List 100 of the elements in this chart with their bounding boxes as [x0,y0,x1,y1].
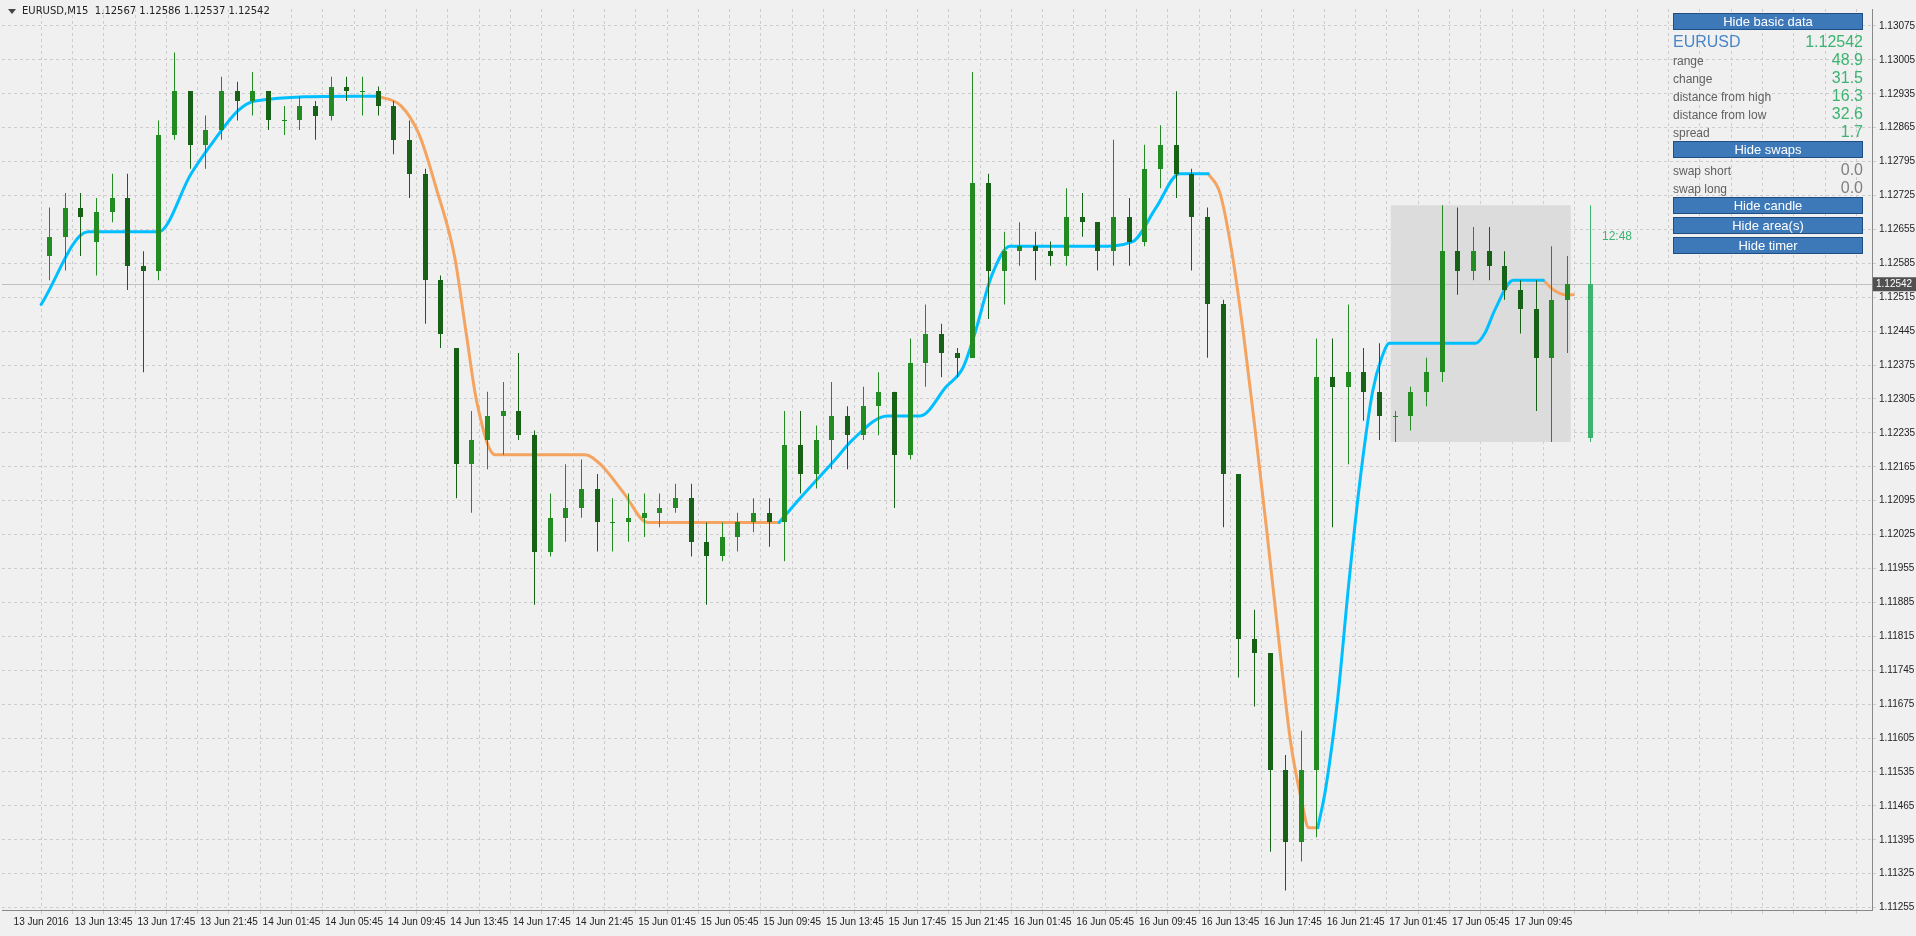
y-tick-label: 1.13075 [1879,19,1916,31]
y-tick-label: 1.12655 [1879,223,1916,235]
x-tick-label: 17 Jun 01:45 [1389,915,1448,927]
annotation: 12:48 [1602,229,1633,244]
y-tick-label: 1.11465 [1879,799,1915,811]
candlestick [563,464,568,542]
candlestick [125,173,130,290]
candlestick [532,430,537,605]
candlestick [1002,231,1007,305]
candlestick [939,323,944,378]
x-tick-label: 14 Jun 21:45 [575,915,634,927]
annotation: 1.12542 [1805,33,1863,51]
annotation: swap long [1673,182,1728,196]
x-tick-label: 15 Jun 13:45 [825,915,885,927]
candlestick [282,105,287,135]
candlestick [548,493,553,557]
candlestick [219,76,224,140]
annotation: 0.0 [1840,161,1863,179]
y-tick-label: 1.11605 [1879,731,1915,743]
candlestick [861,386,866,441]
x-tick-label: 15 Jun 17:45 [888,915,947,927]
x-tick-label: 16 Jun 01:45 [1013,915,1072,927]
candlestick [1142,144,1147,247]
y-tick-label: 1.12095 [1879,494,1916,506]
candlestick [610,498,615,552]
candlestick [657,493,662,528]
x-tick-label: 14 Jun 01:45 [262,915,321,927]
annotation: swap short [1673,164,1732,178]
candlestick [188,91,193,169]
x-tick-label: 15 Jun 09:45 [763,915,822,927]
candlestick [1565,256,1570,353]
x-tick-label: 17 Jun 09:45 [1514,915,1573,927]
candlestick [1588,205,1593,443]
y-tick-label: 1.12165 [1879,460,1916,472]
x-tick-label: 15 Jun 21:45 [951,915,1010,927]
annotation: 48.9 [1831,51,1863,69]
candlestick [1017,222,1022,266]
x-tick-label: 14 Jun 13:45 [450,915,509,927]
annotation: Hide candle [1673,197,1863,214]
candlestick [501,382,506,455]
x-tick-label: 13 Jun 13:45 [74,915,134,927]
annotation: Hide area(s) [1673,217,1863,234]
candlestick [1095,222,1100,271]
candlestick [782,411,787,562]
candlestick [1283,754,1288,891]
candlestick [1487,226,1492,281]
x-tick-label: 16 Jun 05:45 [1076,915,1135,927]
x-tick-label: 16 Jun 21:45 [1326,915,1385,927]
y-tick-label: 1.12515 [1879,290,1916,302]
annotation: change [1673,72,1713,86]
y-tick-label: 1.12445 [1879,324,1916,336]
chart-title: EURUSD,M15 1.12567 1.12586 1.12537 1.12542 [22,5,270,16]
annotation: 31.5 [1831,69,1863,87]
candlestick [78,193,83,257]
candlestick [63,193,68,271]
y-tick-label: 1.12725 [1879,189,1916,201]
candlestick [720,522,725,562]
candlestick [1361,348,1366,421]
candlestick [47,207,52,281]
annotation: distance from high [1673,90,1772,104]
annotation: Hide basic data [1673,13,1863,30]
candlestick [1440,205,1445,382]
y-tick-label: 1.12305 [1879,392,1916,404]
annotation: EURUSD [1673,33,1741,51]
candlestick [642,493,647,538]
x-tick-label: 15 Jun 01:45 [638,915,697,927]
annotation: distance from low [1673,108,1767,122]
candlestick [516,352,521,441]
x-tick-label: 16 Jun 09:45 [1138,915,1198,927]
candlestick [1471,226,1476,281]
x-tick-label: 14 Jun 05:45 [325,915,384,927]
annotation: 16.3 [1831,87,1863,105]
ref-line-label: 1.12542 [1876,277,1913,289]
candlestick [876,372,881,436]
candlestick [156,120,161,281]
y-tick-label: 1.12025 [1879,528,1916,540]
y-tick-label: 1.11395 [1879,833,1915,845]
x-tick-label: 17 Jun 05:45 [1451,915,1511,927]
annotation: Hide swaps [1673,141,1863,158]
y-tick-label: 1.12235 [1879,426,1916,438]
y-tick-label: 1.11535 [1879,765,1915,777]
candlestick [172,52,177,140]
y-tick-label: 1.11885 [1879,596,1915,608]
candlestick [313,101,318,140]
candlestick [1424,357,1429,407]
candlestick [407,120,412,198]
candlestick [110,173,115,223]
x-tick-label: 13 Jun 21:45 [199,915,259,927]
candlestick [689,483,694,557]
candlestick [141,251,146,373]
candlestick [704,522,709,605]
x-tick-label: 14 Jun 17:45 [512,915,572,927]
candlestick [767,498,772,547]
annotation: 0.0 [1840,179,1863,197]
y-tick-label: 1.11815 [1879,630,1915,642]
candlestick [1299,730,1304,862]
y-tick-label: 1.11325 [1879,867,1915,879]
candlestick [376,86,381,116]
candlestick [626,493,631,542]
candlestick [438,275,443,349]
